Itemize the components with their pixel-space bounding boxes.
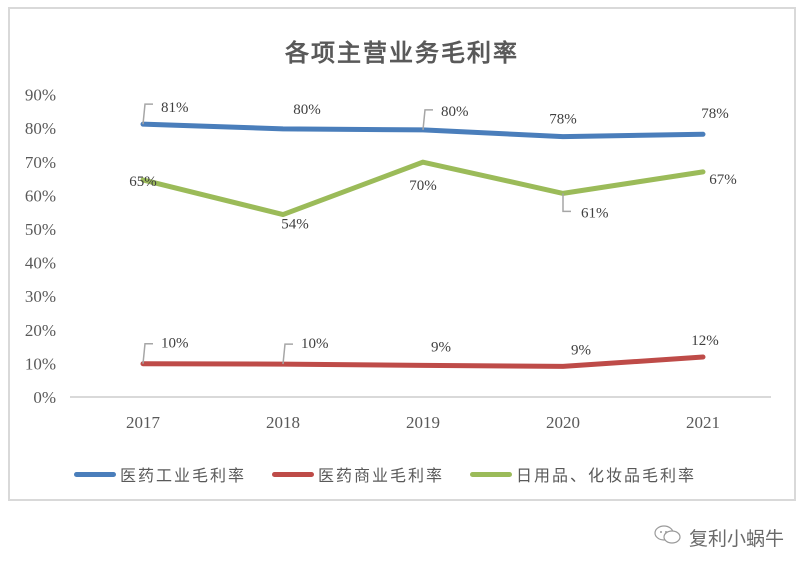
wechat-icon [653, 524, 683, 551]
data-label: 65% [129, 174, 157, 190]
data-label: 80% [441, 104, 469, 120]
legend-item-industry: 医药工业毛利率 [74, 462, 246, 486]
data-label: 10% [301, 336, 329, 352]
legend-label-cosmetics: 日用品、化妆品毛利率 [516, 466, 697, 485]
y-tick-label: 0% [33, 388, 56, 407]
leader-line [562, 193, 571, 213]
legend-swatch-industry [74, 471, 116, 477]
y-tick-label: 10% [25, 354, 56, 373]
y-tick-label: 50% [25, 220, 56, 239]
leader-line [142, 342, 153, 364]
chart-title: 各项主营业务毛利率 [285, 38, 519, 67]
legend-swatch-commerce [272, 471, 315, 477]
data-label: 9% [571, 342, 591, 358]
leader-line [422, 109, 433, 130]
data-label: 61% [581, 205, 609, 221]
data-label: 78% [549, 112, 577, 128]
legend-item-cosmetics: 日用品、化妆品毛利率 [470, 462, 696, 486]
y-tick-label: 30% [25, 287, 56, 306]
data-label: 54% [281, 217, 309, 233]
x-tick-label: 2019 [406, 413, 440, 432]
data-label: 70% [409, 178, 437, 194]
series-line [140, 354, 706, 369]
x-tick-label: 2017 [126, 413, 161, 432]
leader-line [282, 343, 293, 365]
y-tick-label: 80% [25, 119, 56, 138]
x-tick-label: 2020 [546, 413, 580, 432]
data-label: 78% [701, 106, 729, 122]
y-tick-label: 70% [25, 153, 56, 172]
data-label: 10% [161, 336, 189, 352]
watermark-text: 复利小蜗牛 [688, 528, 784, 550]
series-line [140, 159, 706, 218]
data-label: 12% [691, 333, 719, 349]
legend-label-commerce: 医药商业毛利率 [318, 466, 445, 485]
y-tick-label: 40% [25, 254, 56, 273]
data-label: 80% [293, 102, 321, 118]
x-tick-label: 2021 [686, 413, 720, 432]
chart-frame: 各项主营业务毛利率 [8, 7, 796, 501]
x-tick-label: 2018 [266, 413, 300, 432]
y-tick-label: 20% [25, 321, 56, 340]
data-label: 9% [431, 339, 451, 355]
legend-swatch-cosmetics [470, 471, 513, 477]
watermark: 复利小蜗牛 [653, 524, 784, 551]
y-tick-label: 60% [25, 186, 56, 205]
data-label: 81% [161, 100, 189, 116]
legend-item-commerce: 医药商业毛利率 [272, 462, 444, 486]
legend-label-industry: 医药工业毛利率 [120, 466, 247, 485]
leader-line [142, 103, 153, 125]
y-tick-label: 90% [25, 86, 56, 105]
legend: 医药工业毛利率 医药商业毛利率 日用品、化妆品毛利率 [74, 462, 722, 486]
data-label: 67% [709, 172, 737, 188]
